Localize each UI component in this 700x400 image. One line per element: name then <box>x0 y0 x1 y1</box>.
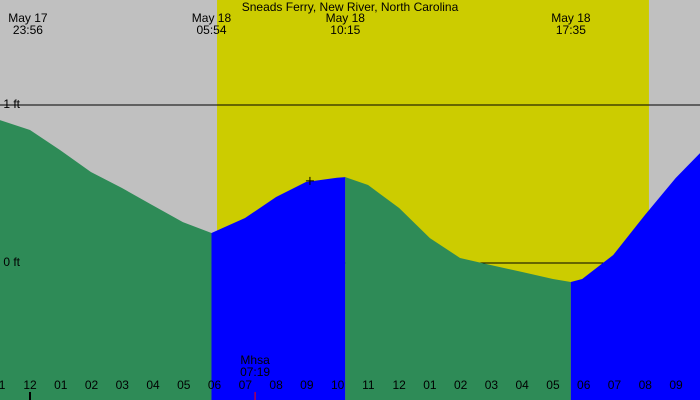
tide-area <box>211 177 346 400</box>
y-tick-label: 0 ft <box>3 255 20 269</box>
x-tick-label: 05 <box>546 378 560 392</box>
x-tick-label: 07 <box>608 378 622 392</box>
tide-area <box>570 153 700 400</box>
x-tick-label: 02 <box>454 378 468 392</box>
chart-title: Sneads Ferry, New River, North Carolina <box>242 0 459 14</box>
moon-time: 07:19 <box>240 365 270 379</box>
x-tick-label: 09 <box>669 378 683 392</box>
event-date: May 17 <box>8 11 48 25</box>
y-tick-label: 1 ft <box>3 97 20 111</box>
x-tick-label: 02 <box>85 378 99 392</box>
x-tick-label: 05 <box>177 378 191 392</box>
event-date: May 18 <box>326 11 366 25</box>
event-time: 10:15 <box>330 23 360 37</box>
event-time: 23:56 <box>13 23 43 37</box>
x-tick-label: 08 <box>269 378 283 392</box>
current-marker <box>305 176 314 185</box>
event-date: May 18 <box>551 11 591 25</box>
x-tick-label: 11 <box>0 378 6 392</box>
x-tick-label: 07 <box>239 378 253 392</box>
x-tick-label: 01 <box>54 378 68 392</box>
x-tick-label: 08 <box>639 378 653 392</box>
event-time: 05:54 <box>196 23 226 37</box>
x-tick-label: 01 <box>423 378 437 392</box>
x-tick-label: 06 <box>577 378 591 392</box>
x-tick-label: 09 <box>300 378 314 392</box>
event-time: 17:35 <box>556 23 586 37</box>
x-tick-label: 12 <box>392 378 406 392</box>
x-tick-label: 10 <box>331 378 345 392</box>
tide-area <box>345 177 571 400</box>
tide-area <box>0 120 212 400</box>
x-tick-label: 04 <box>146 378 160 392</box>
x-tick-label: 04 <box>516 378 530 392</box>
x-tick-label: 12 <box>23 378 37 392</box>
moon-label: Mhsa <box>240 353 270 367</box>
x-tick-label: 06 <box>208 378 222 392</box>
x-tick-label: 11 <box>362 378 375 392</box>
event-date: May 18 <box>192 11 232 25</box>
x-tick-label: 03 <box>485 378 499 392</box>
x-tick-label: 03 <box>116 378 130 392</box>
